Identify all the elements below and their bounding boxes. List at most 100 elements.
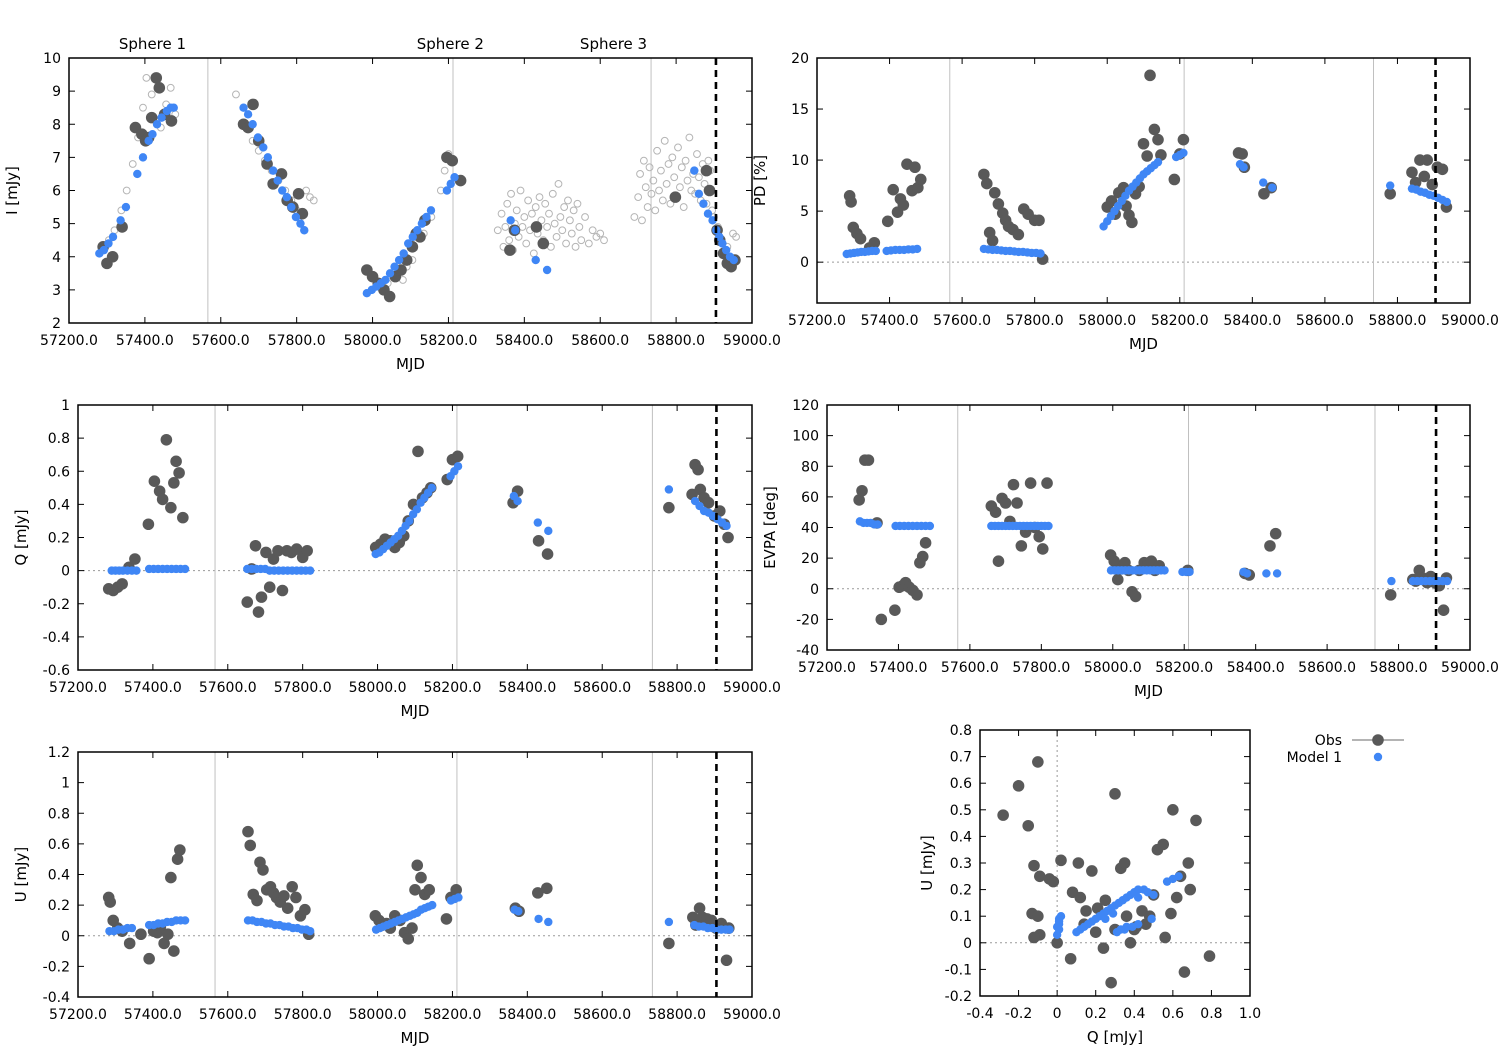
model-point <box>305 566 315 575</box>
obs-point <box>142 518 155 531</box>
x-tick-label: 58400.0 <box>498 1007 556 1023</box>
y-tick-label: 0 <box>810 582 819 598</box>
obs-point <box>1032 756 1044 768</box>
model-point <box>1259 178 1268 187</box>
x-tick-label: 58400.0 <box>495 333 553 349</box>
y-axis-label: U [mJy] <box>12 847 30 902</box>
y-tick-label: 20 <box>801 551 819 567</box>
x-tick-label: 58000.0 <box>1078 313 1136 329</box>
legend-model-marker <box>1373 752 1383 762</box>
archival-point <box>554 179 563 188</box>
archival-point <box>503 199 512 208</box>
obs-point <box>1033 530 1045 543</box>
archival-point <box>679 203 688 211</box>
x-tick-label: 57800.0 <box>274 1007 332 1023</box>
y-tick-label: 0.4 <box>48 497 70 513</box>
obs-point <box>1165 907 1177 920</box>
obs-point <box>854 232 867 245</box>
y-tick-label: 1.2 <box>48 745 70 761</box>
archival-point <box>558 226 567 235</box>
series-obs <box>97 72 741 303</box>
y-tick-label: 100 <box>792 429 819 445</box>
y-tick-label: 0.8 <box>48 431 70 447</box>
obs-point <box>261 158 273 170</box>
archival-point <box>657 166 665 175</box>
plot-frame <box>816 57 1471 304</box>
archival-point <box>122 186 131 195</box>
obs-point <box>402 933 415 945</box>
x-tick-label: -0.2 <box>1005 1006 1032 1022</box>
y-tick-label: 20 <box>791 51 809 67</box>
obs-point <box>1051 937 1063 949</box>
x-tick-label: 58200.0 <box>1151 313 1209 329</box>
archival-point <box>655 186 663 195</box>
model-point <box>542 265 552 275</box>
archival-point <box>232 90 240 99</box>
model-point <box>108 232 118 242</box>
obs-point <box>1033 214 1045 227</box>
model-point <box>1385 181 1395 190</box>
archival-point <box>649 176 658 185</box>
obs-point <box>153 82 166 94</box>
x-axis-label: MJD <box>401 1029 430 1047</box>
archival-point <box>147 90 156 99</box>
model-point <box>513 496 522 506</box>
model-point <box>399 249 408 258</box>
obs-point <box>1047 875 1060 888</box>
archival-point <box>653 146 662 155</box>
x-tick-label: 59000.0 <box>1441 313 1499 329</box>
archival-point <box>524 196 533 205</box>
obs-point <box>249 539 262 552</box>
obs-point <box>881 215 894 228</box>
y-tick-label: 0.6 <box>48 837 70 853</box>
x-tick-label: 57400.0 <box>116 333 174 349</box>
obs-point <box>532 535 545 547</box>
obs-point <box>1141 150 1153 162</box>
obs-point <box>909 161 921 174</box>
x-tick-label: 58200.0 <box>1155 660 1213 676</box>
plot-frame <box>77 751 753 998</box>
archival-point <box>501 223 510 231</box>
y-axis-label: I [mJy] <box>3 166 21 215</box>
obs-point <box>1177 133 1190 146</box>
archival-point <box>581 213 589 221</box>
obs-point <box>703 184 716 197</box>
model-point <box>180 916 190 925</box>
y-tick-label: 5 <box>52 217 61 233</box>
model-point <box>1160 566 1169 575</box>
obs-point <box>174 844 186 856</box>
x-tick-label: 58200.0 <box>419 333 477 349</box>
obs-point <box>292 188 305 200</box>
archival-point <box>694 173 703 182</box>
y-tick-label: 0.4 <box>48 868 70 884</box>
archival-point <box>493 226 502 235</box>
model-point <box>144 136 153 146</box>
obs-point <box>1064 952 1077 965</box>
model-point <box>699 199 708 208</box>
y-tick-label: 0 <box>61 929 70 945</box>
model-point <box>506 216 515 225</box>
model-point <box>408 232 417 242</box>
model-point <box>422 212 431 222</box>
obs-point <box>980 177 993 190</box>
obs-point <box>1086 865 1098 877</box>
obs-point <box>722 531 734 544</box>
model-point <box>300 226 309 235</box>
obs-point <box>165 871 177 884</box>
obs-point <box>1074 891 1087 904</box>
x-tick-label: 57800.0 <box>274 680 332 696</box>
archival-point <box>634 193 643 202</box>
x-axis-label: MJD <box>401 702 430 720</box>
archival-point <box>528 209 536 218</box>
sphere-label-3: Sphere 3 <box>580 35 647 53</box>
obs-point <box>1072 857 1085 869</box>
obs-point <box>999 497 1012 509</box>
model-point <box>1179 148 1188 158</box>
x-tick-label: 58800.0 <box>1368 313 1426 329</box>
obs-point <box>446 154 459 167</box>
x-tick-label: 58000.0 <box>344 333 402 349</box>
y-tick-label: 15 <box>791 102 809 118</box>
archival-point <box>638 216 646 225</box>
y-axis-label: EVPA [deg] <box>761 486 779 569</box>
archival-point <box>497 209 506 218</box>
